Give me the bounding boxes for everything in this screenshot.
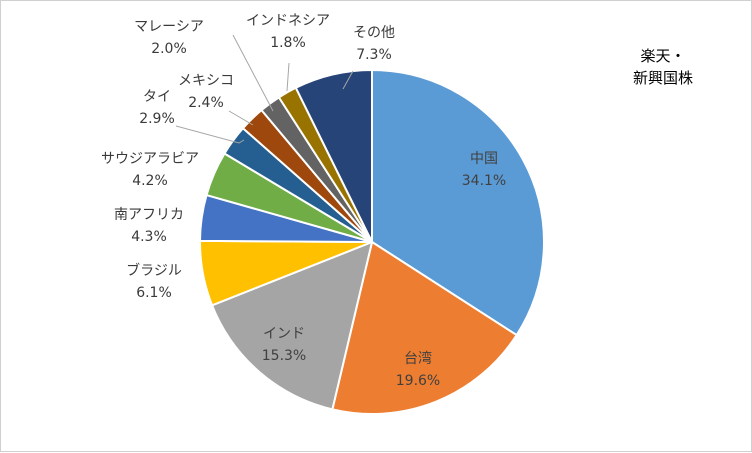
leader-lines <box>175 34 354 144</box>
data-labels: 中国 34.1% 台湾 19.6% インド 15.3% ブラジル 6.1% 南アフリカ 4.3% サ… <box>101 13 506 389</box>
leader-line-10 <box>286 62 290 92</box>
chart-title-line-2: 新興国株 <box>633 69 693 87</box>
slice-label-1: 中国 <box>470 151 498 167</box>
slice-value-11: 7.3% <box>356 47 392 63</box>
slice-value-9: 2.0% <box>151 41 187 57</box>
slice-value-8: 2.4% <box>188 95 224 111</box>
slice-value-10: 1.8% <box>270 35 306 51</box>
slice-value-5: 4.3% <box>131 229 167 245</box>
pie-slice-2 <box>331 241 518 415</box>
leader-line-7 <box>175 125 245 144</box>
slice-label-10: インドネシア <box>246 13 330 29</box>
slice-value-3: 15.3% <box>262 348 306 364</box>
slice-value-4: 6.1% <box>136 285 172 301</box>
slice-label-2: 台湾 <box>404 350 432 367</box>
slice-label-5: 南アフリカ <box>114 207 184 223</box>
slice-value-7: 2.9% <box>139 111 175 127</box>
slice-label-4: ブラジル <box>126 262 182 279</box>
pie-slice-3 <box>211 241 373 411</box>
slice-label-3: インド <box>263 326 305 342</box>
leader-line-8 <box>228 110 254 126</box>
pie-slice-11 <box>294 69 373 243</box>
leader-line-9 <box>232 34 274 112</box>
slice-value-2: 19.6% <box>396 373 440 389</box>
slice-label-8: メキシコ <box>178 73 234 89</box>
chart-title: 楽天・ 新興国株 <box>633 47 693 87</box>
slice-label-11: その他 <box>353 25 395 41</box>
slice-label-6: サウジアラビア <box>101 151 199 167</box>
slice-label-7: タイ <box>143 89 171 105</box>
slice-label-9: マレーシア <box>134 19 204 35</box>
leader-line-11 <box>342 70 354 90</box>
chart-title-line-1: 楽天・ <box>640 47 685 65</box>
slice-value-6: 4.2% <box>132 173 168 189</box>
pie-slices <box>198 69 545 415</box>
slice-value-1: 34.1% <box>462 173 506 189</box>
